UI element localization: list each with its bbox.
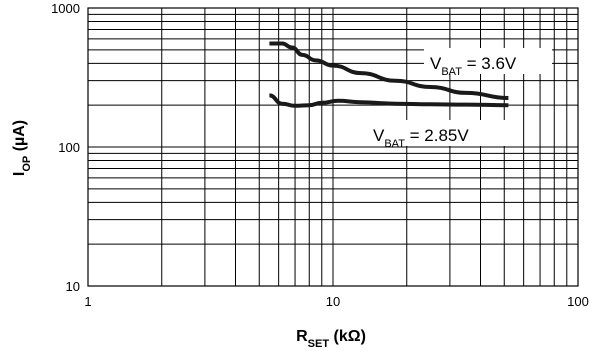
plot-frame (87, 7, 579, 287)
tick-layer: 1 10 100 10 100 1000 (51, 1, 589, 309)
y-axis-title: IOP (µA) (11, 120, 33, 176)
series-label-0: VBAT = 3.6V (430, 54, 517, 78)
series-label-0-box: VBAT = 3.6V (424, 48, 552, 78)
y-tick-label: 1000 (51, 1, 80, 16)
x-tick-label: 1 (84, 294, 91, 309)
x-tick-label: 10 (326, 294, 340, 309)
y-tick-label: 100 (58, 140, 80, 155)
series-line-0 (269, 41, 509, 100)
series-layer (269, 41, 509, 108)
series-label-1-box: VBAT = 2.85V (368, 120, 506, 150)
x-tick-label: 100 (567, 294, 589, 309)
series-line-1 (269, 93, 509, 108)
y-tick-label: 10 (66, 279, 80, 294)
series-label-1: VBAT = 2.85V (373, 126, 469, 150)
x-axis-title: RSET (kΩ) (296, 328, 366, 350)
